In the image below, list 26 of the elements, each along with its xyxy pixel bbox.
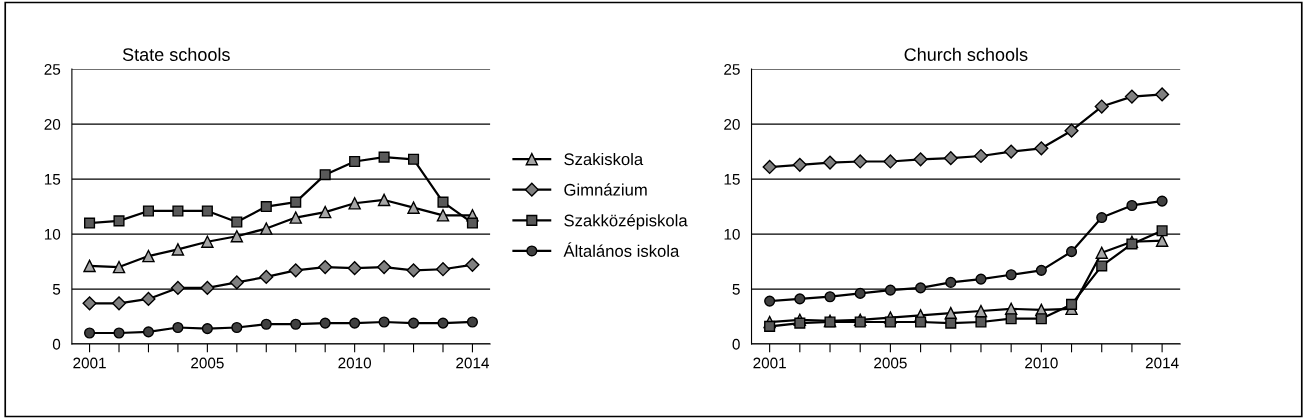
x-tick-label: 2014 (456, 357, 489, 369)
x-tick-label: 2001 (73, 357, 106, 369)
x-tick-label: 2005 (191, 357, 224, 369)
chart-title: State schools (122, 47, 230, 61)
legend-label: Szakiskola (564, 152, 644, 166)
y-tick-label: 0 (52, 338, 61, 350)
y-tick-label: 25 (724, 64, 740, 75)
y-tick-label: 20 (44, 118, 61, 130)
y-tick-label: 5 (732, 284, 740, 295)
y-tick-label: 0 (732, 338, 740, 350)
legend-label: Általános iskola (563, 242, 680, 257)
y-tick-label: 15 (724, 174, 740, 185)
legend-label: Szakközépiskola (564, 213, 688, 230)
y-tick-label: 10 (44, 228, 61, 240)
x-tick-label: 2014 (1145, 357, 1179, 369)
chart-title: Church schools (904, 47, 1028, 61)
y-tick-label: 15 (44, 174, 61, 185)
y-tick-label: 10 (724, 228, 740, 240)
x-tick-label: 2010 (338, 357, 372, 369)
y-tick-label: 5 (52, 284, 61, 295)
x-tick-label: 2010 (1025, 357, 1058, 369)
legend-label: Gimnázium (564, 183, 647, 196)
y-tick-label: 20 (724, 118, 740, 130)
x-tick-label: 2001 (753, 357, 786, 369)
x-tick-label: 2005 (874, 357, 907, 369)
y-tick-label: 25 (44, 64, 61, 75)
